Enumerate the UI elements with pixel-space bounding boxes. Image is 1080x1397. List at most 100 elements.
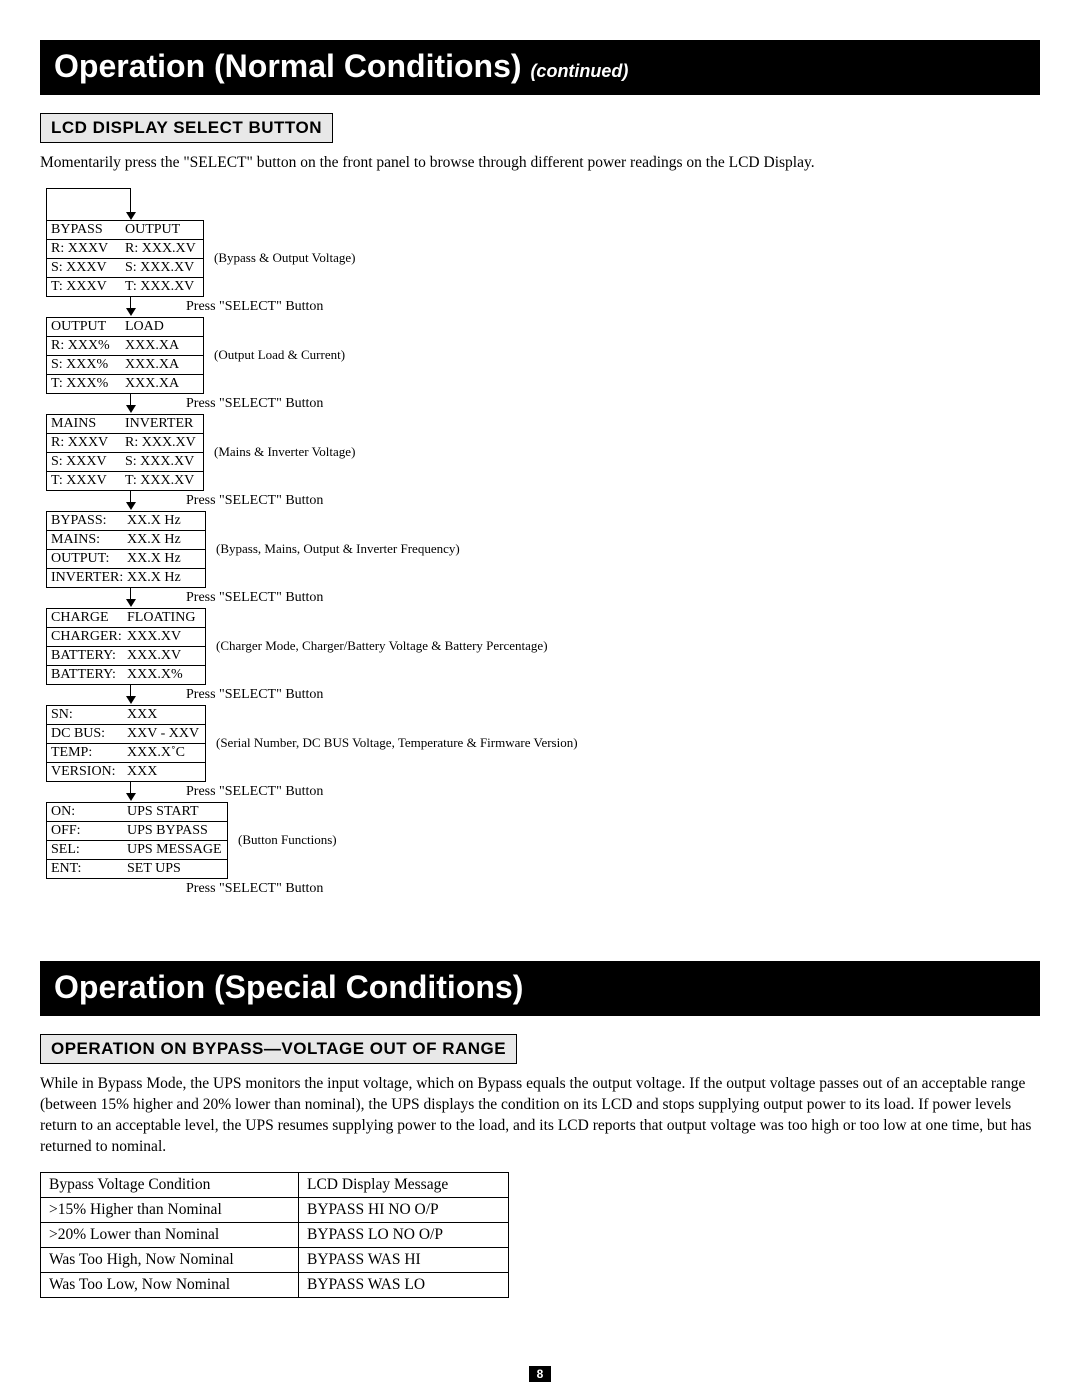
lcd-cell: OUTPUT: (47, 550, 123, 568)
lcd-cell: XX.X Hz (123, 531, 205, 549)
banner1-title: Operation (Normal Conditions) (54, 48, 522, 84)
lcd-cell: FLOATING (123, 609, 205, 627)
lcd-cell: S: XXXV (47, 453, 121, 471)
lcd-screen-row: SN:XXXDC BUS:XXV - XXVTEMP:XXX.X˚CVERSIO… (46, 705, 1040, 782)
table-cell: >20% Lower than Nominal (41, 1222, 299, 1247)
lcd-cell: ON: (47, 803, 123, 821)
press-arrow (46, 685, 202, 705)
lcd-cell: T: XXX.XV (121, 472, 203, 490)
intro-text-2: While in Bypass Mode, the UPS monitors t… (40, 1074, 1040, 1158)
table-cell: Was Too High, Now Nominal (41, 1247, 299, 1272)
lcd-cell: LOAD (121, 318, 203, 336)
lcd-cell: S: XXX.XV (121, 453, 203, 471)
lcd-row: CHARGER:XXX.XV (47, 628, 205, 647)
lcd-box: CHARGEFLOATINGCHARGER:XXX.XVBATTERY:XXX.… (46, 608, 206, 685)
lcd-cell: UPS BYPASS (123, 822, 227, 840)
lcd-row: MAINSINVERTER (47, 415, 203, 434)
lcd-cell: VERSION: (47, 763, 123, 781)
arrow-down-icon (126, 405, 136, 413)
press-arrow (46, 782, 202, 802)
lcd-cell: UPS START (123, 803, 227, 821)
lcd-row: S: XXXVS: XXX.XV (47, 259, 203, 278)
lcd-cell: INVERTER: (47, 569, 123, 587)
press-select-row: Press "SELECT" Button (46, 685, 1040, 705)
lcd-row: T: XXXVT: XXX.XV (47, 472, 203, 490)
press-select-label: Press "SELECT" Button (186, 396, 323, 412)
lcd-cell: SET UPS (123, 860, 227, 878)
lcd-box: OUTPUTLOADR: XXX%XXX.XAS: XXX%XXX.XAT: X… (46, 317, 204, 394)
lcd-cell: R: XXXV (47, 434, 121, 452)
lcd-cell: UPS MESSAGE (123, 841, 227, 859)
lcd-flow: BYPASSOUTPUTR: XXXVR: XXX.XVS: XXXVS: XX… (46, 188, 1040, 899)
lcd-row: T: XXX%XXX.XA (47, 375, 203, 393)
lcd-screen-row: MAINSINVERTERR: XXXVR: XXX.XVS: XXXVS: X… (46, 414, 1040, 491)
press-arrow (46, 394, 202, 414)
press-select-label: Press "SELECT" Button (186, 493, 323, 509)
arrow-down-icon (126, 212, 136, 220)
lcd-row: SN:XXX (47, 706, 205, 725)
press-select-row: Press "SELECT" Button (46, 588, 1040, 608)
arrow-down-icon (126, 793, 136, 801)
lcd-row: MAINS:XX.X Hz (47, 531, 205, 550)
lcd-cell: MAINS: (47, 531, 123, 549)
press-arrow (46, 879, 202, 899)
lcd-screen-row: ON:UPS STARTOFF:UPS BYPASSSEL:UPS MESSAG… (46, 802, 1040, 879)
page-number: 8 (529, 1366, 552, 1382)
lcd-cell: BATTERY: (47, 647, 123, 665)
press-arrow (46, 491, 202, 511)
lcd-cell: BYPASS: (47, 512, 123, 530)
lcd-cell: T: XXX% (47, 375, 121, 393)
section-banner-special: Operation (Special Conditions) (40, 961, 1040, 1016)
lcd-row: INVERTER:XX.X Hz (47, 569, 205, 587)
lcd-cell: ENT: (47, 860, 123, 878)
lcd-screen-row: BYPASSOUTPUTR: XXXVR: XXX.XVS: XXXVS: XX… (46, 220, 1040, 297)
press-select-row: Press "SELECT" Button (46, 297, 1040, 317)
lcd-row: OUTPUT:XX.X Hz (47, 550, 205, 569)
table-cell: BYPASS LO NO O/P (299, 1222, 509, 1247)
lcd-row: BYPASS:XX.X Hz (47, 512, 205, 531)
press-select-label: Press "SELECT" Button (186, 784, 323, 800)
lcd-row: OFF:UPS BYPASS (47, 822, 227, 841)
lcd-cell: XXX.XA (121, 356, 203, 374)
lcd-cell: R: XXX% (47, 337, 121, 355)
lcd-cell: XXX.XV (123, 647, 205, 665)
table-header-cell: LCD Display Message (299, 1172, 509, 1197)
lcd-row: ON:UPS START (47, 803, 227, 822)
lcd-cell: XXX (123, 706, 205, 724)
press-select-label: Press "SELECT" Button (186, 299, 323, 315)
subheading-lcd-select: LCD DISPLAY SELECT BUTTON (40, 113, 333, 143)
lcd-row: T: XXXVT: XXX.XV (47, 278, 203, 296)
table-cell: BYPASS WAS LO (299, 1272, 509, 1297)
press-arrow (46, 588, 202, 608)
lcd-cell: XXV - XXV (123, 725, 205, 743)
lcd-cell: SEL: (47, 841, 123, 859)
lcd-row: R: XXX%XXX.XA (47, 337, 203, 356)
press-select-label: Press "SELECT" Button (186, 687, 323, 703)
lcd-row: CHARGEFLOATING (47, 609, 205, 628)
flow-stem-horizontal (46, 188, 130, 189)
subheading-bypass-range: OPERATION ON BYPASS—VOLTAGE OUT OF RANGE (40, 1034, 517, 1064)
arrow-down-icon (126, 502, 136, 510)
bypass-voltage-table: Bypass Voltage ConditionLCD Display Mess… (40, 1172, 509, 1298)
press-select-row: Press "SELECT" Button (46, 491, 1040, 511)
press-select-label: Press "SELECT" Button (186, 881, 323, 897)
banner2-title: Operation (Special Conditions) (54, 969, 523, 1005)
lcd-row: SEL:UPS MESSAGE (47, 841, 227, 860)
lcd-row: S: XXX%XXX.XA (47, 356, 203, 375)
lcd-cell: XXX.X˚C (123, 744, 205, 762)
lcd-row: S: XXXVS: XXX.XV (47, 453, 203, 472)
lcd-cell: CHARGE (47, 609, 123, 627)
lcd-cell: OUTPUT (121, 221, 203, 239)
lcd-row: BATTERY:XXX.XV (47, 647, 205, 666)
lcd-cell: BYPASS (47, 221, 121, 239)
flow-stem-vertical (46, 188, 47, 224)
lcd-caption: (Button Functions) (238, 832, 337, 848)
press-select-label: Press "SELECT" Button (186, 590, 323, 606)
lcd-box: BYPASS:XX.X HzMAINS:XX.X HzOUTPUT:XX.X H… (46, 511, 206, 588)
lcd-cell: R: XXX.XV (121, 240, 203, 258)
lcd-row: R: XXXVR: XXX.XV (47, 434, 203, 453)
banner1-continued: (continued) (530, 61, 628, 81)
lcd-cell: R: XXXV (47, 240, 121, 258)
lcd-cell: XX.X Hz (123, 569, 205, 587)
lcd-cell: CHARGER: (47, 628, 123, 646)
